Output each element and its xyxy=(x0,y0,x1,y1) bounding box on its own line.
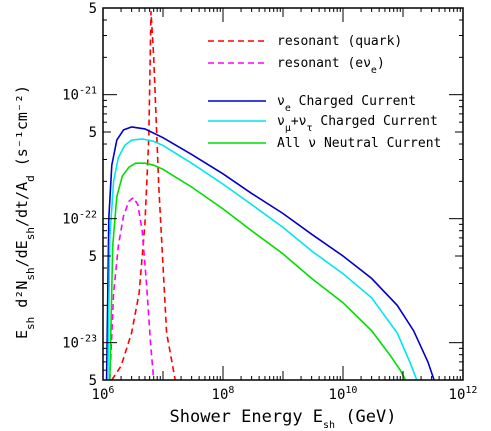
x-tick-label: 108 xyxy=(212,385,235,403)
x-tick-label: 106 xyxy=(92,385,115,403)
y-tick-label: 10-23 xyxy=(62,334,97,352)
tick-marks xyxy=(102,7,464,381)
legend-label-4: νμ+ντ Charged Current xyxy=(277,114,438,134)
series-line-3 xyxy=(105,126,435,380)
y-axis-label: Esh d²Nsh/dEsh/dt/Ad (s⁻¹cm⁻²) xyxy=(13,85,37,339)
legend-label-2: resonant (eνe) xyxy=(277,56,385,76)
series-group xyxy=(105,11,435,380)
legend-label-5: All ν Neutral Current xyxy=(277,136,441,151)
legend-label-1: resonant (quark) xyxy=(277,34,402,49)
series-line-4 xyxy=(107,138,418,380)
series-line-1 xyxy=(111,11,176,380)
series-line-5 xyxy=(109,162,407,380)
x-tick-label: 1012 xyxy=(449,385,478,403)
x-axis-label: Shower Energy Esh (GeV) xyxy=(170,407,397,431)
x-tick-label: 1010 xyxy=(329,385,358,403)
y-tick-label: 5 xyxy=(89,249,97,265)
y-tick-label: 5 xyxy=(89,1,97,17)
y-tick-label: 10-21 xyxy=(62,86,97,104)
tick-labels: 106 108 1010 1012 5 10-23 5 10-22 5 10-21 5 xyxy=(62,1,477,403)
legend-label-3: νe Charged Current xyxy=(277,94,416,114)
y-tick-label: 5 xyxy=(89,373,97,389)
y-tick-label: 5 xyxy=(89,125,97,141)
y-tick-label: 10-22 xyxy=(62,210,97,228)
legend: resonant (quark) resonant (eνe) νe Charged… xyxy=(208,34,441,151)
series-line-2 xyxy=(109,196,155,380)
